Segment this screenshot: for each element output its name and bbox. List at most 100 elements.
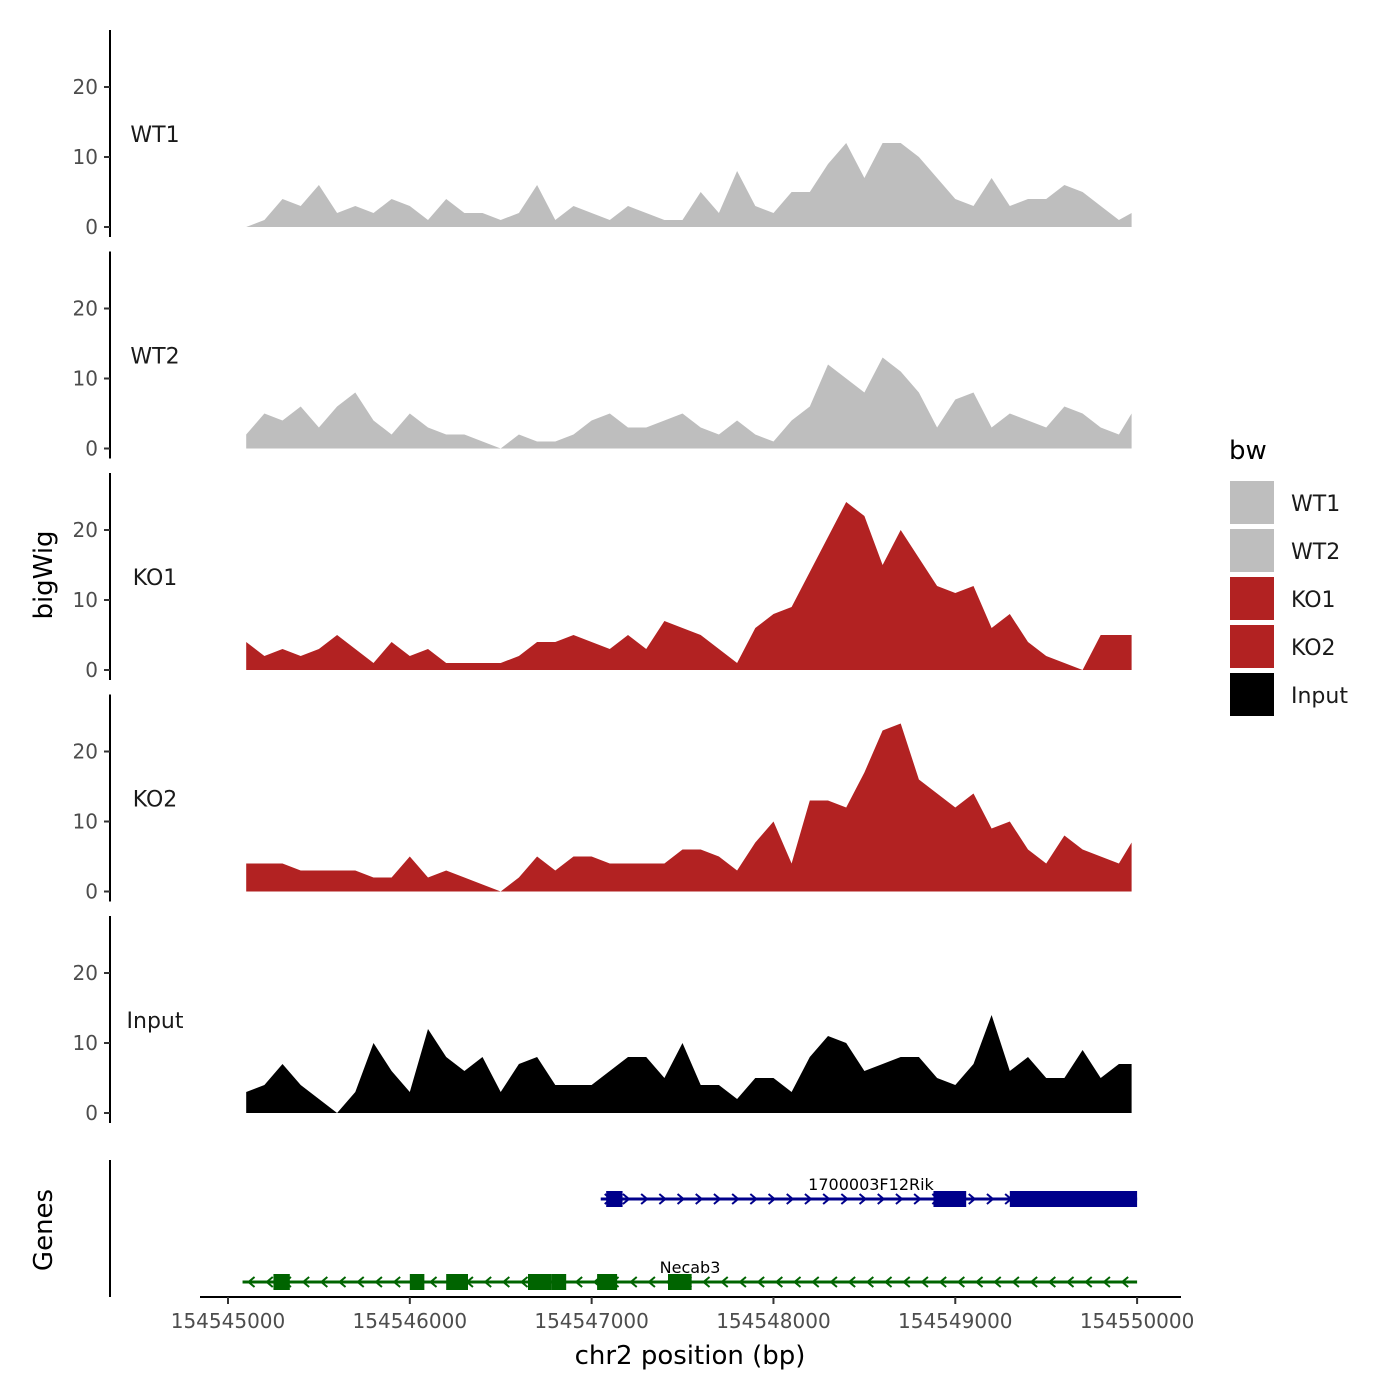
x-tick-label: 154548000 <box>716 1309 831 1333</box>
exon <box>1009 1191 1138 1207</box>
coverage-area-ko2 <box>246 723 1132 892</box>
track-label: WT2 <box>130 345 179 370</box>
strand-arrow-icon <box>792 1276 802 1288</box>
strand-arrow-icon <box>749 1193 758 1205</box>
strand-arrow-icon <box>720 1276 729 1288</box>
track-label: KO1 <box>133 566 178 591</box>
coverage-area-wt2 <box>246 357 1132 449</box>
strand-arrow-icon <box>986 1193 995 1205</box>
strand-arrow-icon <box>265 1276 274 1288</box>
strand-arrow-icon <box>840 1193 849 1205</box>
x-tick-label: 154550000 <box>1080 1309 1195 1333</box>
y-tick-label: 0 <box>85 658 98 682</box>
track-label: KO2 <box>133 788 178 813</box>
exon <box>597 1274 618 1290</box>
strand-arrow-icon <box>246 1276 256 1288</box>
legend-label-wt2: WT2 <box>1291 540 1340 565</box>
strand-arrow-icon <box>337 1276 347 1288</box>
strand-arrow-icon <box>895 1193 904 1205</box>
strand-arrow-icon <box>428 1276 438 1288</box>
coverage-area-wt1 <box>246 143 1132 227</box>
y-tick-label: 0 <box>85 437 98 461</box>
strand-arrow-icon <box>858 1193 868 1205</box>
strand-arrow-icon <box>701 1276 711 1288</box>
track-label: Input <box>127 1009 184 1034</box>
strand-arrow-icon <box>1011 1276 1020 1288</box>
track-wt2: 0 10 20 WT2 <box>73 251 1132 461</box>
exon <box>528 1274 552 1290</box>
y-tick-label: 20 <box>73 297 98 321</box>
exon <box>606 1191 623 1207</box>
legend-title: bw <box>1229 436 1267 466</box>
gene-label: Necab3 <box>660 1258 721 1277</box>
strand-arrow-icon <box>1047 1276 1056 1288</box>
strand-arrow-icon <box>622 1193 631 1205</box>
strand-arrow-icon <box>695 1193 704 1205</box>
strand-arrow-icon <box>519 1276 529 1288</box>
strand-arrow-icon <box>920 1276 929 1288</box>
y-tick-label: 10 <box>73 588 98 612</box>
strand-arrow-icon <box>319 1276 328 1288</box>
strand-arrow-icon <box>1065 1276 1075 1288</box>
legend-label-wt1: WT1 <box>1291 492 1340 517</box>
exon <box>273 1274 290 1290</box>
coverage-area-ko1 <box>246 502 1132 670</box>
strand-arrow-icon <box>713 1193 722 1205</box>
y-tick-label: 10 <box>73 145 98 169</box>
track-wt1: 0 10 20 WT1 <box>73 30 1132 239</box>
strand-arrow-icon <box>392 1276 401 1288</box>
strand-arrow-icon <box>774 1276 783 1288</box>
strand-arrow-icon <box>938 1276 947 1288</box>
strand-arrow-icon <box>356 1276 365 1288</box>
strand-arrow-icon <box>756 1276 765 1288</box>
strand-arrow-icon <box>1102 1276 1111 1288</box>
x-tick-label: 154545000 <box>171 1309 286 1333</box>
legend-swatch-ko2 <box>1230 625 1274 668</box>
exon <box>446 1274 469 1290</box>
coverage-area-input <box>246 1015 1132 1113</box>
strand-arrow-icon <box>738 1276 747 1288</box>
y-tick-label: 0 <box>85 215 98 239</box>
strand-arrow-icon <box>822 1193 831 1205</box>
legend-label-ko1: KO1 <box>1291 588 1336 613</box>
strand-arrow-icon <box>574 1276 583 1288</box>
strand-arrow-icon <box>676 1193 686 1205</box>
strand-arrow-icon <box>993 1276 1002 1288</box>
legend-label-ko2: KO2 <box>1291 636 1336 661</box>
y-tick-label: 10 <box>73 810 98 834</box>
strand-arrow-icon <box>913 1193 922 1205</box>
gene-track: 1700003F12Rik Necab3 <box>109 1160 1138 1297</box>
strand-arrow-icon <box>658 1193 667 1205</box>
strand-arrow-icon <box>501 1276 510 1288</box>
strand-arrow-icon <box>767 1193 777 1205</box>
strand-arrow-icon <box>968 1193 977 1205</box>
strand-arrow-icon <box>1120 1276 1129 1288</box>
strand-arrow-icon <box>374 1276 383 1288</box>
x-tick-label: 154547000 <box>534 1309 649 1333</box>
strand-arrow-icon <box>877 1193 886 1205</box>
strand-arrow-icon <box>974 1276 984 1288</box>
track-ko2: 0 10 20 KO2 <box>73 694 1132 904</box>
legend-swatch-wt1 <box>1230 481 1274 524</box>
strand-arrow-icon <box>1029 1276 1038 1288</box>
strand-arrow-icon <box>956 1276 965 1288</box>
y-tick-label: 0 <box>85 880 98 904</box>
legend-swatch-wt2 <box>1230 529 1274 572</box>
y-tick-label: 10 <box>73 1031 98 1055</box>
y-axis-title: bigWig <box>29 530 59 619</box>
strand-arrow-icon <box>902 1276 911 1288</box>
exon <box>933 1191 967 1207</box>
x-tick-label: 154546000 <box>353 1309 468 1333</box>
legend-label-input: Input <box>1291 684 1348 709</box>
strand-arrow-icon <box>629 1276 638 1288</box>
strand-arrow-icon <box>829 1276 838 1288</box>
gene-1700003f12rik: 1700003F12Rik <box>600 1175 1138 1207</box>
y-tick-label: 10 <box>73 367 98 391</box>
strand-arrow-icon <box>865 1276 874 1288</box>
strand-arrow-icon <box>804 1193 813 1205</box>
y-tick-label: 0 <box>85 1101 98 1125</box>
gene-label: 1700003F12Rik <box>808 1175 934 1194</box>
legend: bw WT1 WT2 KO1 KO2 Input <box>1229 436 1348 716</box>
